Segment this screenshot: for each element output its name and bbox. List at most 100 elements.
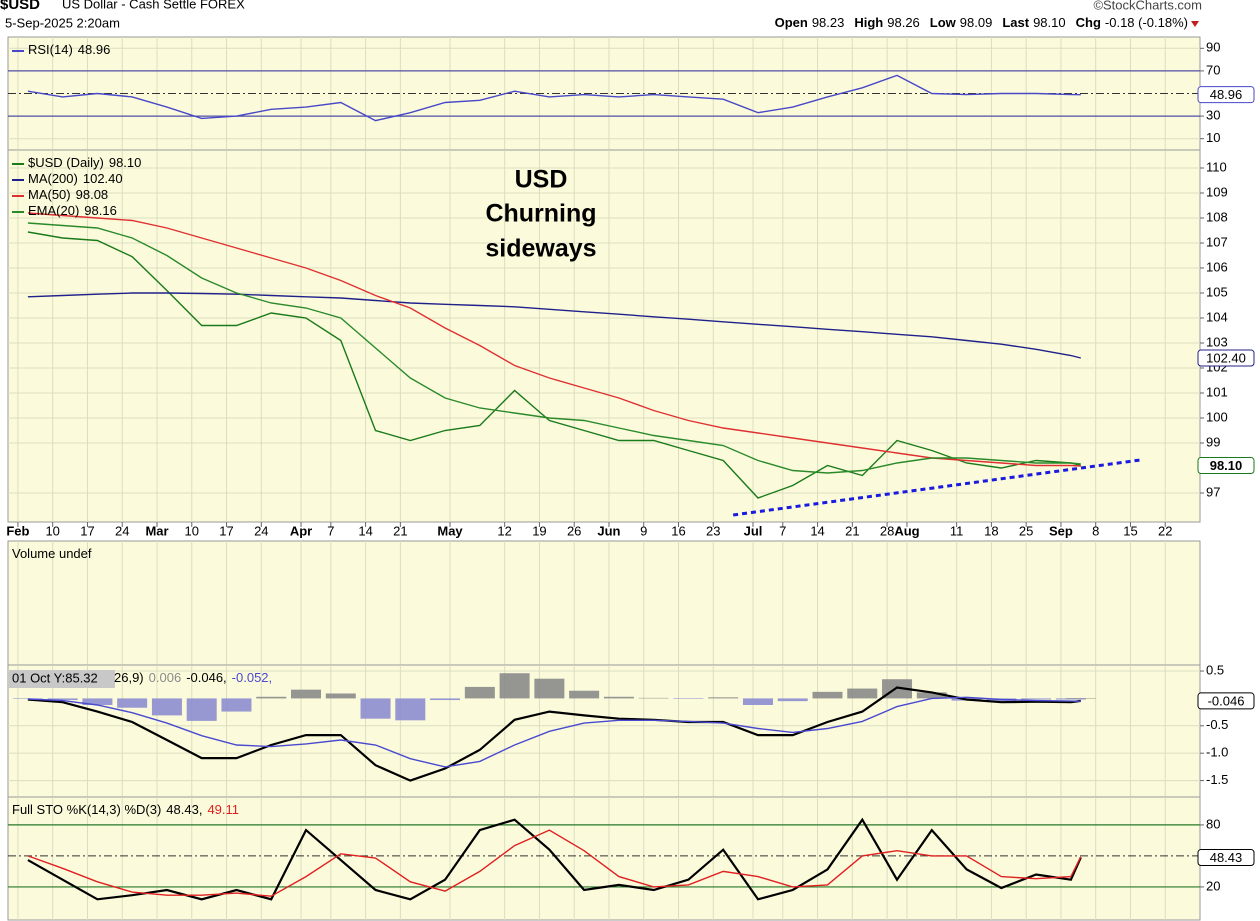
y-tick-label: 99 [1206,434,1220,449]
histogram-bar [360,698,391,719]
x-tick-label: 17 [219,523,233,538]
y-tick-label: 110 [1206,159,1227,174]
legend-value: 102.40 [83,171,123,186]
value-badge [1197,349,1255,367]
histogram-bar [12,698,43,699]
quote-value: 98.09 [960,15,993,30]
histogram-bar [82,698,113,705]
trendline [732,458,1141,517]
histogram-bar [777,698,808,702]
x-tick-label: 14 [810,523,824,538]
y-tick-label: 10 [1206,130,1220,145]
y-tick-label: -1.0 [1206,745,1228,760]
quote-value: 98.10 [1033,15,1066,30]
quote-value: 98.26 [887,15,920,30]
legend: Volume undef [12,546,92,561]
legend-value: 48.96 [78,42,111,57]
series-line [27,231,1081,499]
histogram-bar [464,686,495,699]
symbol: $USD [0,0,40,13]
histogram-bar [499,673,530,699]
legend-name: MA(200) [28,171,78,186]
annotation: sideways [485,235,596,263]
legend-title: Full STO %K(14,3) %D(3) [12,802,161,817]
value-badge-label: 102.40 [1206,350,1246,365]
tooltip-box [9,670,115,688]
histogram-bar [638,697,669,699]
y-tick-label: 108 [1206,209,1228,224]
quote-row: Open 98.23 High 98.26 Low 98.09 Last 98.10 Chg -0… [775,15,1188,30]
y-tick-label: 106 [1206,259,1228,274]
panel [7,540,1201,666]
y-tick-label: 101 [1206,384,1228,399]
y-tick-label: 90 [1206,40,1220,55]
histogram-bar [186,698,217,721]
legend-name: $USD (Daily) [28,155,104,170]
x-tick-label: 21 [845,523,859,538]
value-badge [1197,692,1255,710]
x-tick-label: 7 [779,523,786,538]
x-tick-label: 10 [45,523,59,538]
annotation: Churning [485,200,596,228]
series-line [27,686,1081,782]
y-tick-label: 20 [1206,878,1220,893]
y-tick-label: 70 [1206,62,1220,77]
quote-label: Open [775,15,808,30]
x-tick-label: Jun [597,523,620,538]
x-tick-label: 7 [327,523,334,538]
x-tick-label: Aug [894,523,919,538]
histogram-bar [1055,698,1086,700]
y-tick-label: -0.5 [1206,717,1228,732]
series-line [27,74,1081,122]
legend-value: -0.046, [186,670,226,685]
y-tick-label: 109 [1206,184,1228,199]
legend-value: 48.43, [166,802,202,817]
histogram-bar [395,698,426,721]
x-tick-label: Mar [145,523,168,538]
tooltip: 01 Oct Y:85.32 [12,670,98,685]
legend: RSI(14) 48.96 [28,42,110,57]
series-line [27,696,1081,768]
value-badge [1197,86,1255,104]
quote-label: Chg [1076,15,1101,30]
x-tick-label: 11 [950,523,964,538]
histogram-bar [916,692,947,699]
histogram-bar [1065,698,1096,699]
legend-value: 49.11 [207,802,239,817]
credit: ©StockCharts.com [1093,0,1202,12]
y-tick-label: 30 [1206,108,1220,123]
legend-title: 26,9) [114,670,144,685]
annotation: USD [515,166,568,194]
legend-title: Volume undef [12,546,92,561]
legend-value: 0.006 [149,670,182,685]
histogram-bar [117,698,148,708]
series-line [27,292,1081,359]
y-tick-label: 103 [1206,334,1228,349]
y-tick-label: 80 [1206,816,1220,831]
x-tick-label: Jul [744,523,763,538]
y-tick-label: -1.5 [1206,772,1228,787]
x-tick-label: 19 [532,523,546,538]
legend-name: RSI(14) [28,42,73,57]
legend: MA(50) 98.08 [28,187,108,202]
x-tick-label: Feb [6,523,29,538]
x-tick-label: 17 [80,523,94,538]
quote-label: Low [930,15,957,30]
symbol-name: US Dollar - Cash Settle FOREX [62,0,245,11]
down-arrow [1191,21,1199,27]
series-line [27,212,1081,467]
value-badge-label: 98.10 [1210,458,1243,473]
y-tick-label: 104 [1206,309,1228,324]
series-line [27,829,1082,897]
x-tick-label: 16 [671,523,685,538]
panel [7,796,1201,921]
legend: $USD (Daily) 98.10 [28,155,141,170]
value-badge [1197,849,1255,867]
series-line [27,222,1081,474]
chart-date: 5-Sep-2025 2:20am [5,15,120,30]
x-tick-label: 23 [706,523,720,538]
histogram-bar [603,696,634,699]
legend: EMA(20) 98.16 [28,203,117,218]
x-tick-label: 9 [640,523,647,538]
y-tick-label: 100 [1206,409,1228,424]
